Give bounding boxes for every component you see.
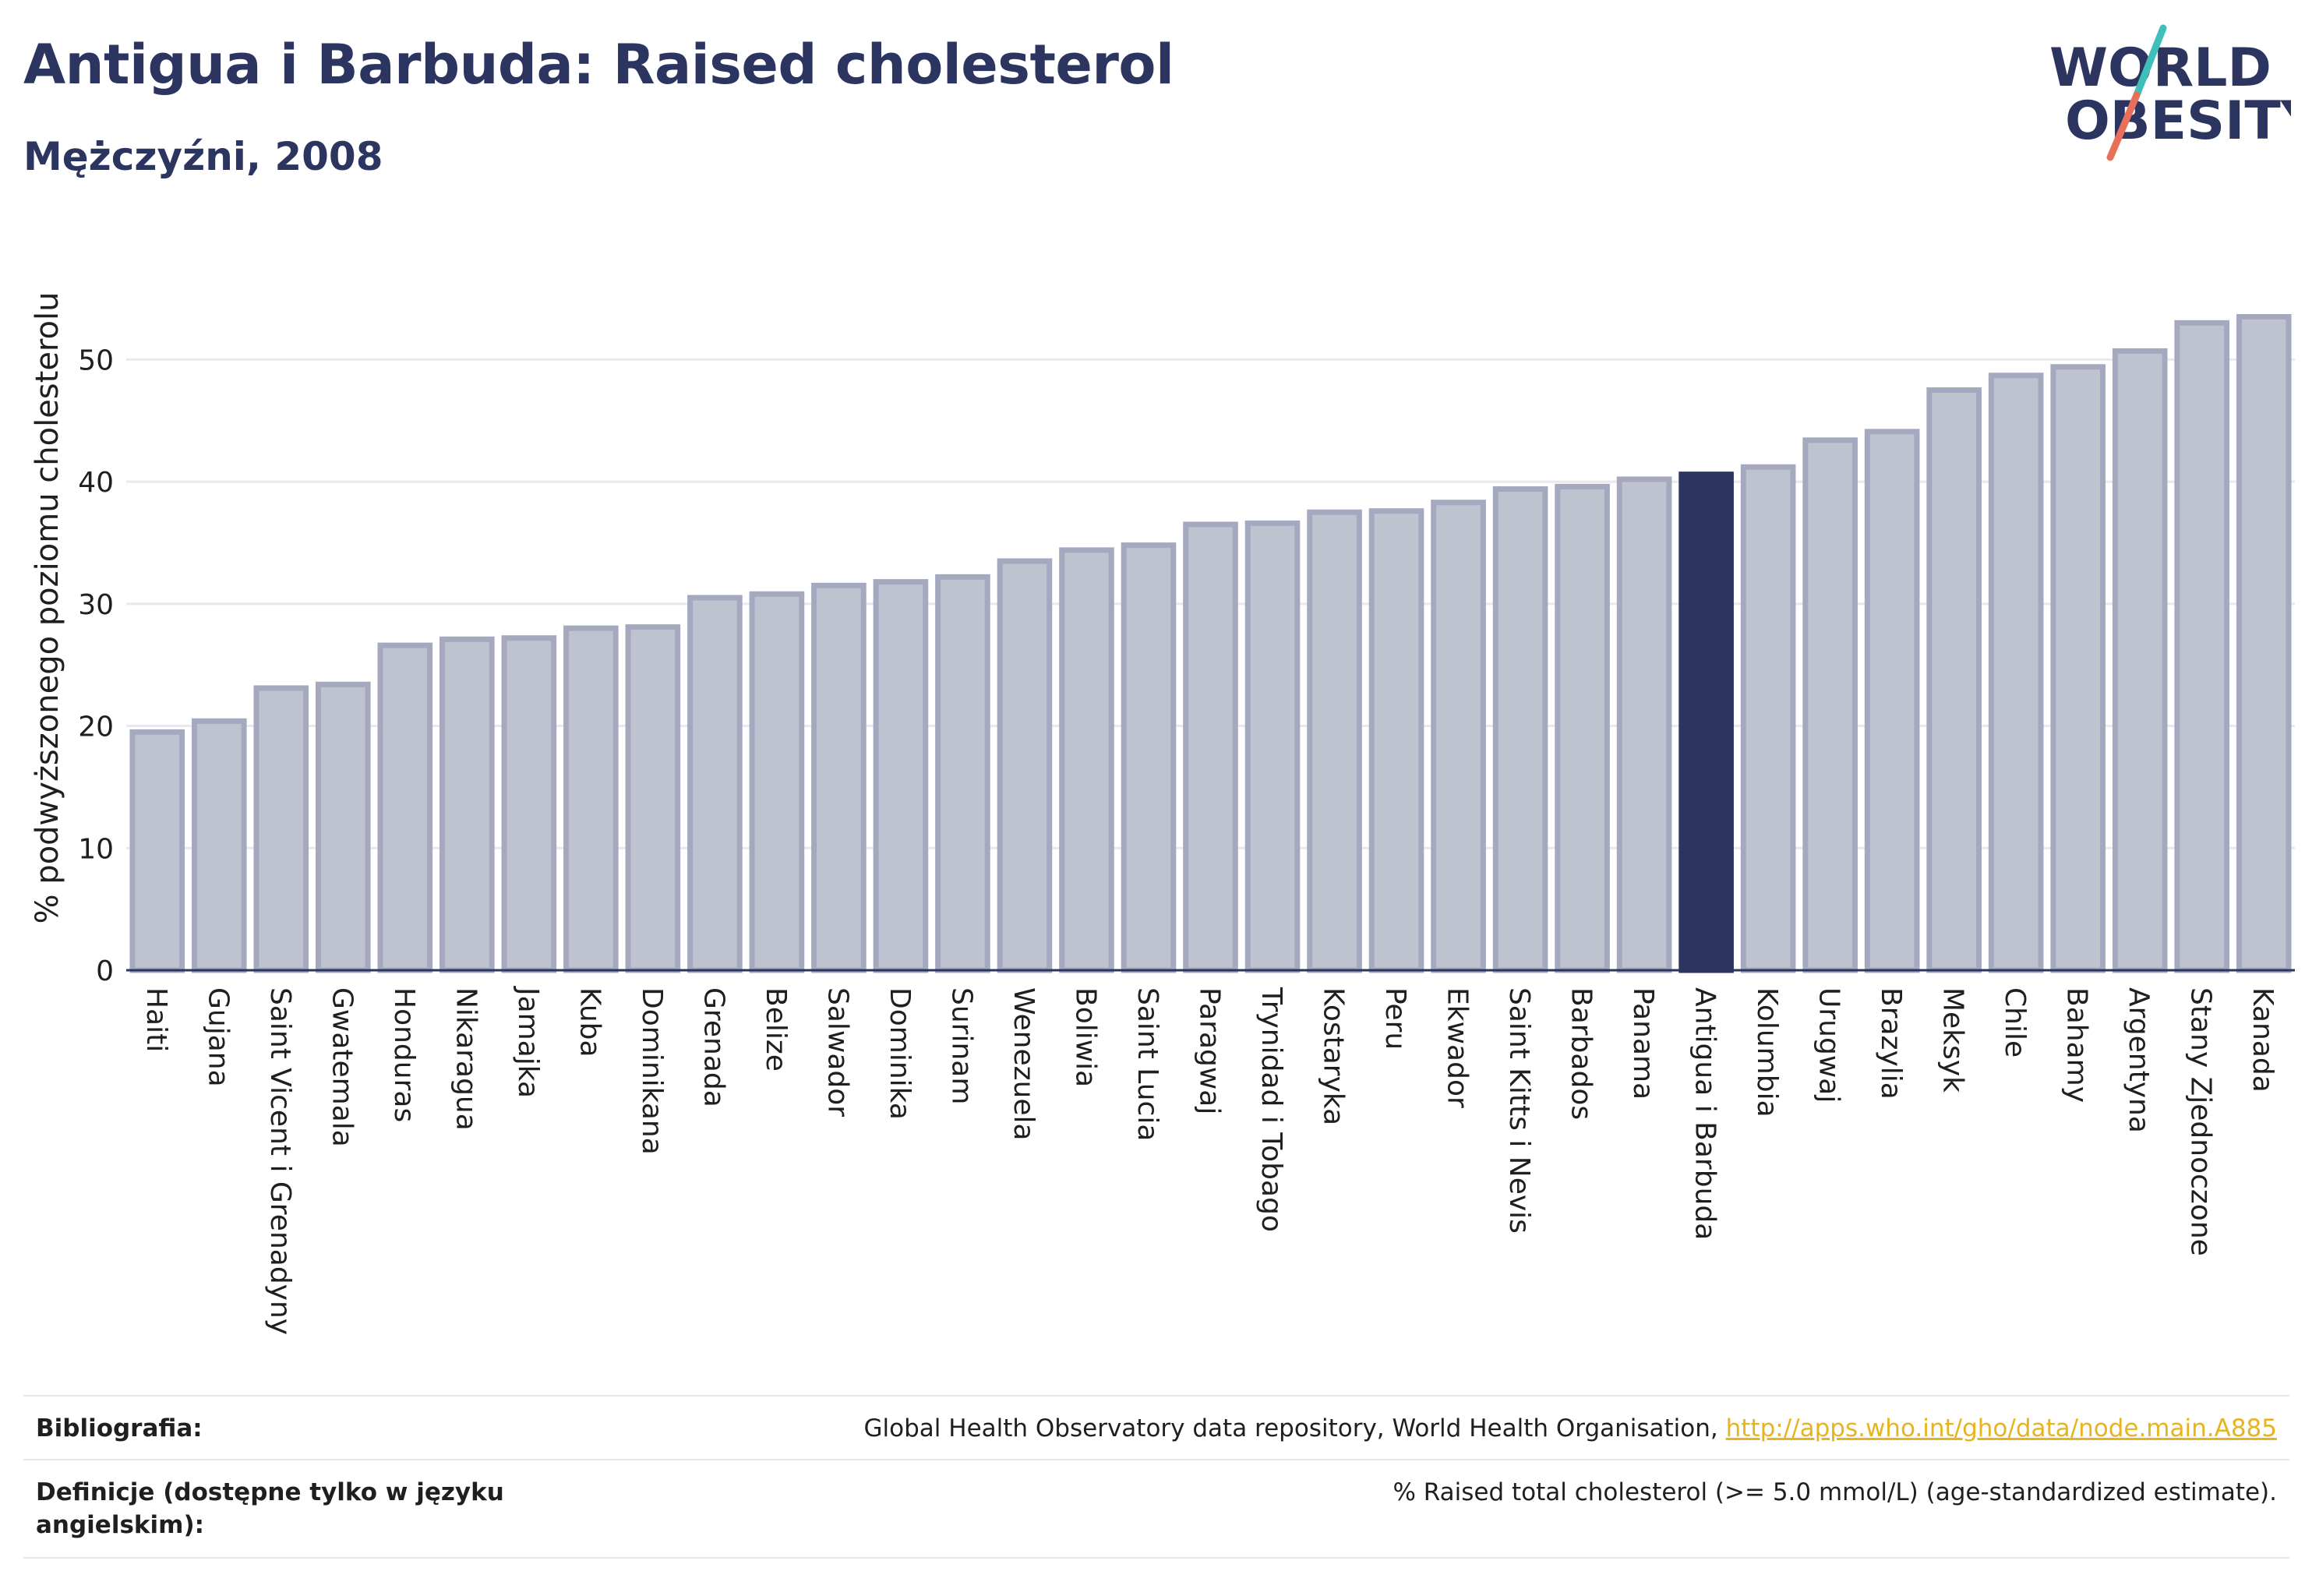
y-tick-label: 10 [78,833,114,865]
bar[interactable] [253,685,309,973]
bar[interactable] [1492,486,1548,973]
bar[interactable] [873,579,929,973]
x-tick-label: Saint Lucia [1131,987,1163,1141]
x-tick-label: Kolumbia [1751,987,1783,1118]
bar[interactable] [749,591,805,973]
x-tick-label: Surinam [945,987,977,1104]
x-tick-label: Gujana [202,987,234,1087]
bibliography-text: Global Health Observatory data repositor… [863,1414,1726,1442]
bar[interactable] [1431,500,1486,973]
x-tick-label: Kanada [2247,987,2279,1093]
bar[interactable] [2112,348,2168,973]
chart-subtitle: Mężczyźni, 2008 [23,134,383,179]
bar[interactable] [687,595,743,973]
x-tick-label: Saint Kitts i Nevis [1503,987,1535,1234]
bar[interactable] [1616,476,1672,973]
bar[interactable] [1121,542,1177,973]
x-tick-label: Grenada [697,987,729,1107]
x-tick-label: Wenezuela [1008,987,1040,1141]
bar[interactable] [625,624,681,973]
bar[interactable] [997,558,1053,973]
x-tick-labels: Haiti Gujana Saint Vicent i Grenadyny Gwate… [140,986,2279,1335]
logo-slash-bottom [2106,91,2141,161]
bar[interactable] [129,729,185,973]
footer-row-bibliography: Bibliografia: Global Health Observatory … [23,1395,2289,1459]
y-tick-label: 50 [78,344,114,376]
footer-table: Bibliografia: Global Health Observatory … [23,1395,2289,1559]
chart-title: Antigua i Barbuda: Raised cholesterol [23,33,1174,97]
bar[interactable] [377,642,433,973]
bar[interactable] [1926,387,1982,973]
x-tick-label: Ekwador [1442,987,1474,1108]
x-tick-label: Kuba [574,987,605,1058]
bar[interactable] [1802,437,1858,973]
x-tick-label: Bahamy [2061,987,2093,1103]
x-tick-label: Urugwaj [1813,987,1845,1103]
x-tick-label: Argentyna [2123,987,2155,1133]
bar[interactable] [1183,521,1238,973]
x-tick-label: Peru [1379,987,1411,1050]
bar[interactable] [315,681,371,973]
x-tick-label: Barbados [1565,987,1597,1120]
x-tick-label: Trynidad i Tobago [1255,987,1287,1232]
x-tick-label: Haiti [140,987,172,1052]
bibliography-link[interactable]: http://apps.who.int/gho/data/node.main.A… [1725,1414,2277,1442]
x-tick-label: Kostaryka [1318,987,1350,1125]
bar[interactable] [2050,364,2106,973]
bar[interactable] [935,574,990,973]
bar-chart: 0 10 20 30 40 50 Haiti Gujana Saint Vicent i Gr… [30,292,2295,1335]
x-tick-label: Gwatemala [326,987,358,1147]
bar[interactable] [1059,547,1114,973]
bar[interactable] [563,625,619,973]
x-tick-label: Paragwaj [1194,987,1226,1114]
x-tick-label: Salwador [821,987,853,1117]
bar[interactable] [811,582,867,973]
bar[interactable] [2174,320,2230,973]
bar[interactable] [1864,429,1920,973]
logo-word-obesity: OBESITY [2065,90,2291,152]
x-tick-label: Dominika [884,987,916,1120]
bibliography-label: Bibliografia: [36,1414,203,1442]
bar[interactable] [191,718,247,973]
logo-word-world: WORLD [2049,37,2271,99]
x-tick-label: Meksyk [1937,987,1969,1093]
y-tick-label: 30 [78,589,114,621]
bibliography-value: Global Health Observatory data repositor… [864,1412,2277,1445]
bar[interactable] [2236,314,2292,973]
bar[interactable] [1368,508,1424,973]
x-tick-label: Saint Vicent i Grenadyny [264,987,296,1335]
y-tick-label: 0 [96,955,114,987]
x-tick-label: Nikaragua [450,987,482,1131]
bar[interactable] [439,636,495,973]
bar[interactable] [1307,509,1362,973]
bar[interactable] [1555,483,1610,973]
x-tick-label: Stany Zjednoczone [2185,987,2217,1256]
bars [129,314,2292,973]
y-tick-labels: 0 10 20 30 40 50 [78,344,114,987]
definitions-label: Definicje (dostępne tylko w języku angie… [36,1478,504,1539]
definitions-value: % Raised total cholesterol (>= 5.0 mmol/… [1393,1478,2277,1506]
x-tick-label: Panama [1627,987,1659,1100]
x-tick-label: Honduras [388,987,420,1122]
x-tick-label: Antigua i Barbuda [1689,987,1721,1240]
x-tick-label: Belize [760,987,792,1072]
x-tick-label: Jamajka [512,986,544,1098]
y-tick-label: 40 [78,467,114,499]
footer-row-definitions: Definicje (dostępne tylko w języku angie… [23,1459,2289,1559]
bar[interactable] [1244,520,1301,973]
bar[interactable] [1988,373,2044,973]
bar-highlighted[interactable] [1678,471,1734,973]
logo-slash-top [2133,24,2167,99]
x-tick-label: Chile [1999,987,2031,1058]
x-tick-label: Dominikana [636,987,668,1155]
y-tick-label: 20 [78,711,114,743]
y-axis-title: % podwyższonego poziomu cholesterolu [30,292,65,924]
x-tick-label: Brazylia [1875,987,1907,1100]
world-obesity-logo[interactable]: WORLD OBESITY [2026,20,2291,168]
x-tick-label: Boliwia [1069,987,1101,1087]
bar[interactable] [1740,464,1796,973]
bar[interactable] [501,635,557,973]
